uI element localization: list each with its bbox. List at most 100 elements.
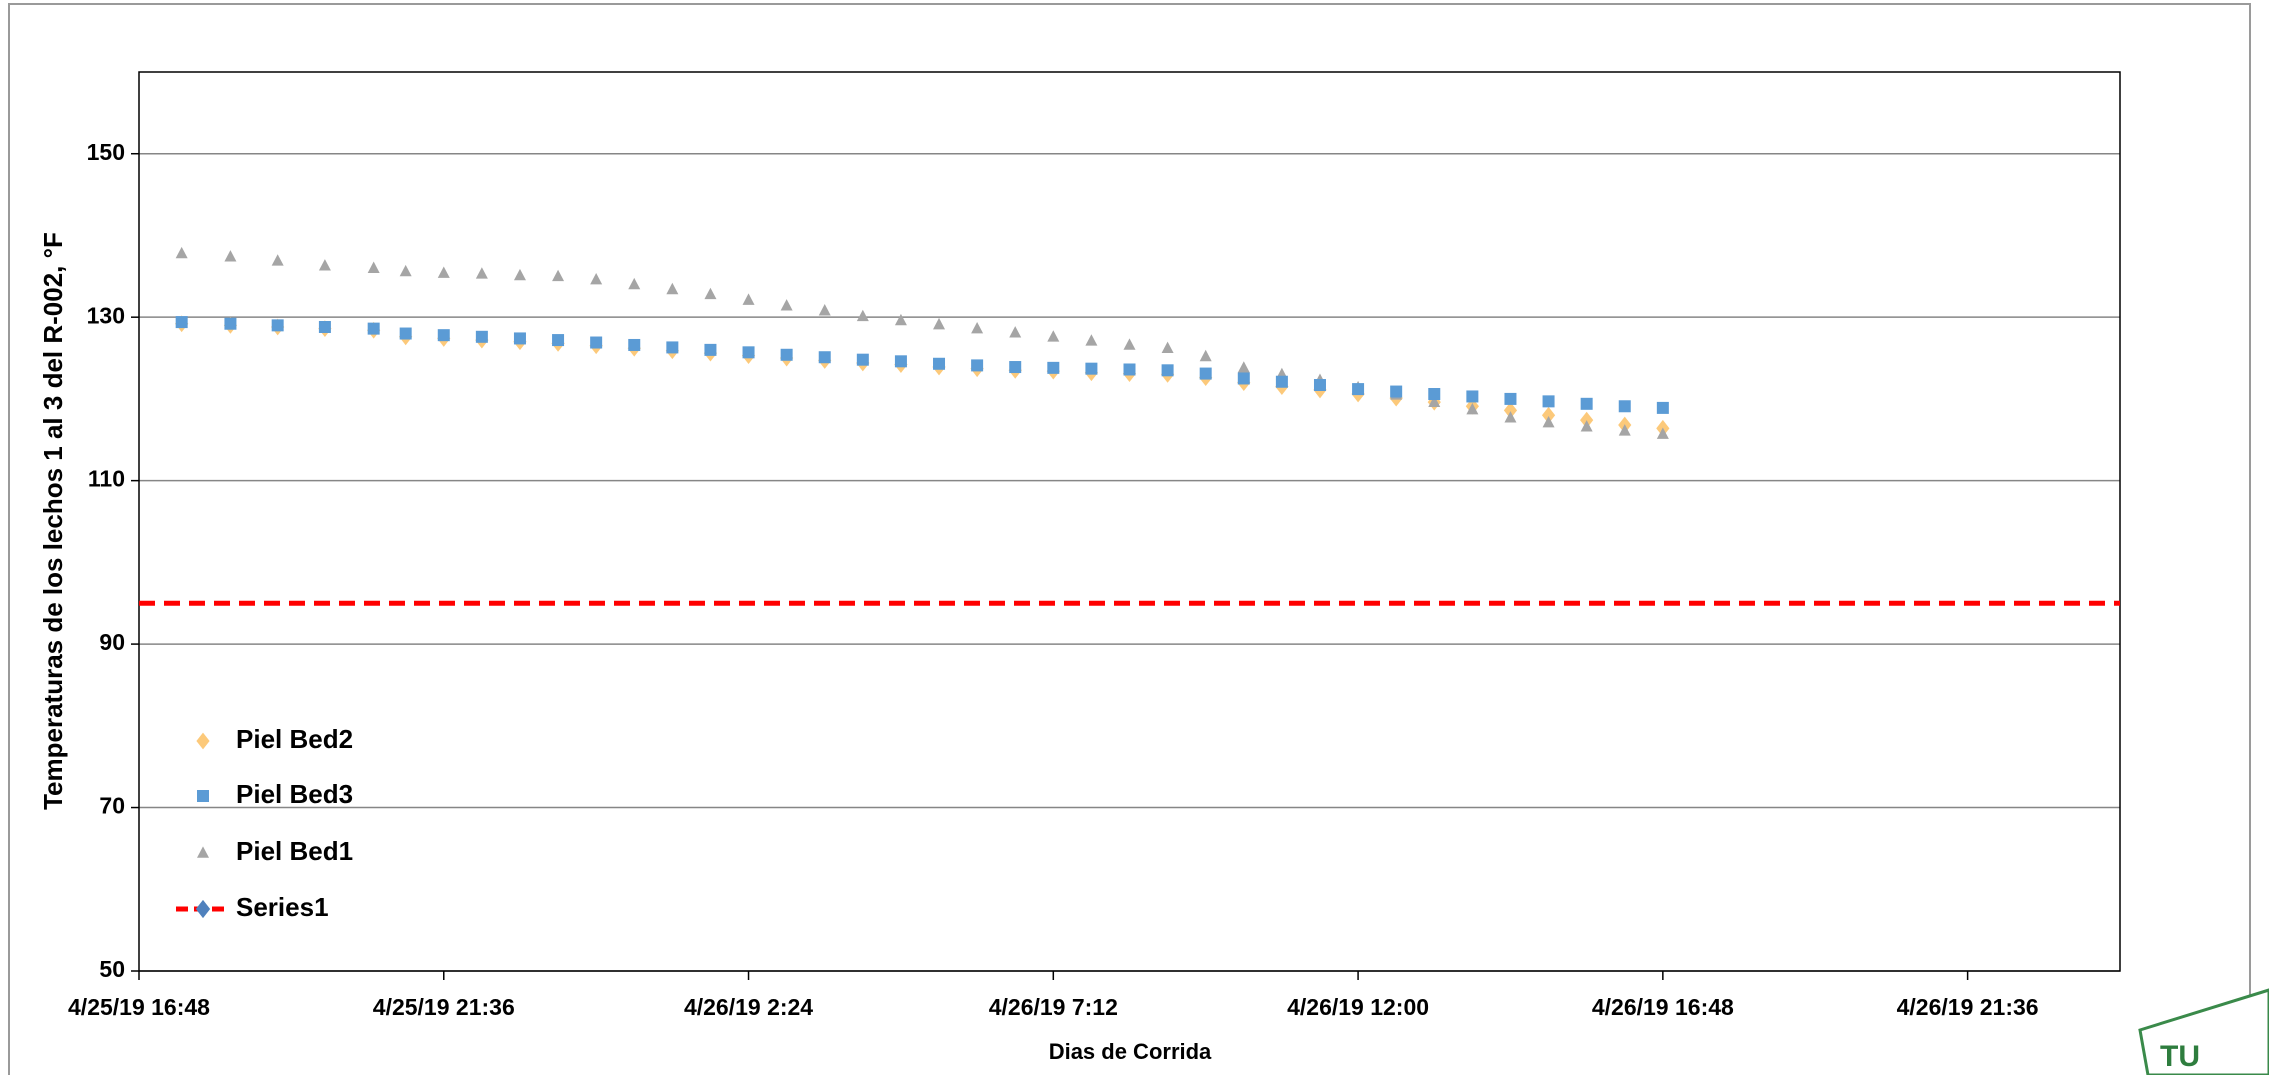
- data-point: [1313, 379, 1326, 392]
- data-point: [1541, 406, 1556, 424]
- y-tick-label: 130: [87, 302, 125, 328]
- x-tick-label: 4/26/19 21:36: [1897, 994, 2039, 1020]
- data-point: [437, 266, 450, 278]
- data-point: [1352, 383, 1365, 396]
- data-point: [1199, 349, 1212, 362]
- data-point: [742, 346, 755, 359]
- x-axis-title: Dias de Corrida: [1049, 1039, 1212, 1064]
- data-point: [971, 359, 984, 372]
- data-point: [971, 322, 984, 334]
- data-point: [224, 317, 237, 330]
- logo: TU: [2138, 988, 2269, 1075]
- plot-area: [139, 72, 2120, 971]
- svg-text:TU: TU: [2160, 1040, 2200, 1073]
- data-point: [666, 341, 679, 354]
- data-point: [742, 293, 755, 305]
- data-point: [367, 261, 380, 273]
- x-tick-label: 4/25/19 16:48: [68, 994, 210, 1020]
- data-point: [1656, 401, 1669, 414]
- x-tick-label: 4/26/19 16:48: [1592, 994, 1734, 1020]
- data-point: [513, 332, 526, 345]
- data-point: [1390, 385, 1403, 398]
- x-tick-label: 4/25/19 21:36: [373, 994, 515, 1020]
- data-point: [367, 322, 380, 335]
- data-point: [1504, 392, 1517, 405]
- data-point: [1466, 402, 1479, 415]
- data-point: [175, 246, 188, 259]
- data-point: [1580, 397, 1593, 410]
- data-point: [1466, 390, 1479, 403]
- legend-marker: [197, 790, 209, 802]
- y-tick-label: 110: [88, 466, 125, 492]
- data-point: [933, 357, 946, 370]
- data-point: [175, 316, 188, 329]
- data-point: [1428, 395, 1441, 407]
- data-point: [1161, 341, 1174, 354]
- data-point: [475, 267, 488, 279]
- data-point: [1237, 372, 1250, 385]
- data-point: [628, 338, 641, 351]
- data-point: [437, 329, 450, 342]
- data-point: [1123, 363, 1136, 376]
- data-point: [704, 287, 717, 300]
- data-point: [666, 282, 679, 295]
- data-point: [1618, 400, 1631, 413]
- data-point: [1503, 401, 1518, 419]
- data-point: [1656, 427, 1669, 439]
- data-point: [1161, 364, 1174, 377]
- data-point: [1009, 326, 1022, 338]
- data-point: [780, 299, 793, 311]
- data-point: [271, 319, 284, 332]
- data-point: [856, 353, 869, 366]
- data-point: [399, 264, 412, 277]
- x-tick-label: 4/26/19 2:24: [684, 994, 813, 1020]
- data-point: [224, 250, 237, 262]
- data-point: [552, 334, 565, 347]
- data-point: [475, 330, 488, 343]
- data-point: [1199, 367, 1212, 380]
- legend-marker: [197, 846, 209, 858]
- data-point: [780, 348, 793, 361]
- data-point: [1123, 338, 1136, 350]
- data-point: [1504, 411, 1517, 423]
- x-tick-label: 4/26/19 12:00: [1287, 994, 1429, 1020]
- data-point: [1580, 420, 1593, 432]
- y-axis-title: Temperaturas de los lechos 1 al 3 del R-…: [38, 232, 68, 810]
- data-point: [399, 327, 412, 340]
- data-point: [271, 254, 284, 266]
- y-tick-label: 50: [99, 956, 125, 982]
- data-point: [1047, 330, 1060, 342]
- data-point: [1428, 388, 1441, 401]
- legend-label: Piel Bed2: [236, 724, 353, 754]
- data-point: [513, 268, 526, 281]
- data-point: [552, 269, 565, 282]
- data-point: [1085, 362, 1098, 375]
- legend-label: Series1: [236, 892, 329, 922]
- data-point: [590, 272, 603, 285]
- data-point: [704, 343, 717, 356]
- legend-label: Piel Bed3: [236, 779, 353, 809]
- data-point: [894, 355, 907, 368]
- y-tick-label: 150: [87, 139, 125, 165]
- legend-marker: [196, 732, 210, 750]
- data-point: [318, 320, 331, 333]
- data-point: [1542, 416, 1555, 428]
- data-point: [818, 351, 831, 364]
- y-tick-label: 70: [99, 793, 125, 819]
- data-point: [318, 259, 331, 271]
- legend-label: Piel Bed1: [236, 836, 353, 866]
- data-point: [628, 277, 641, 290]
- data-point: [933, 317, 946, 330]
- data-point: [856, 309, 869, 322]
- data-point: [1275, 375, 1288, 388]
- data-point: [1542, 395, 1555, 408]
- plot-border: [138, 71, 2121, 972]
- data-point: [1047, 361, 1060, 374]
- data-point: [1085, 334, 1098, 346]
- y-tick-label: 90: [99, 629, 125, 655]
- x-tick-label: 4/26/19 7:12: [989, 994, 1118, 1020]
- data-point: [1009, 361, 1022, 374]
- data-point: [1618, 424, 1631, 436]
- data-point: [590, 336, 603, 349]
